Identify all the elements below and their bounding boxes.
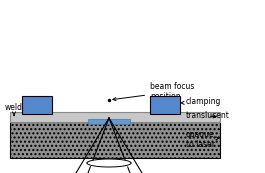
Text: translucent: translucent xyxy=(186,112,230,121)
Bar xyxy=(88,119,130,124)
Bar xyxy=(22,96,52,114)
Text: clamping: clamping xyxy=(180,98,221,107)
Text: weld: weld xyxy=(5,103,23,115)
Bar xyxy=(150,96,180,114)
Bar xyxy=(10,112,220,122)
Bar xyxy=(10,122,220,158)
Text: opaque
to laser: opaque to laser xyxy=(186,130,219,149)
Text: beam focus
position: beam focus position xyxy=(113,82,194,101)
